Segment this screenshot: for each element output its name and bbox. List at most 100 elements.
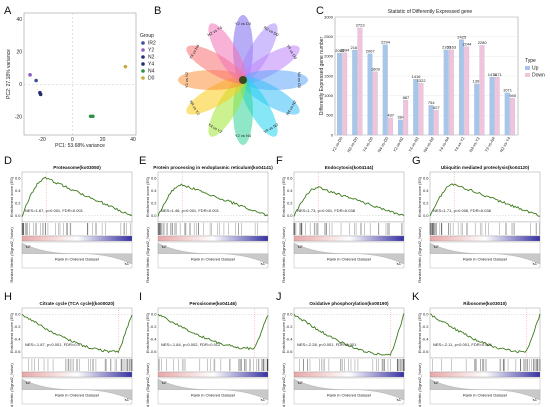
pca-legend-dot	[141, 76, 145, 80]
gsea-es-frame	[21, 307, 133, 359]
pca-legend-label: D0	[148, 76, 155, 82]
bar-up-n4-vs-n2	[428, 105, 434, 136]
gsea-es-ytick: -0.4	[14, 337, 22, 342]
bar-up-y2-vs-n4	[489, 77, 495, 136]
bar-up-n2-vs-d0	[352, 49, 358, 136]
gsea-neg-corner: 's1'	[124, 397, 130, 402]
gsea-xlabel: Rank in Ordered Dataset	[463, 257, 508, 262]
gsea-es-ytick: -0.4	[422, 337, 430, 342]
bar-down-n2-vs-y4	[509, 97, 515, 136]
pca-point-y4	[38, 92, 43, 97]
gsea-metric-ylabel: Ranked Metric (Signal2_Noise)	[9, 363, 14, 407]
bar-value-label: 2280	[478, 40, 488, 45]
gsea-metric-area	[21, 243, 133, 265]
gsea-es-ytick: -0.6	[286, 349, 294, 354]
gsea-es-ytick: 0.0	[15, 213, 21, 218]
gsea-es-ytick: 0.6	[15, 176, 21, 181]
venn-label: Y2 vs N4	[235, 133, 252, 138]
bar-category-label: Y2-vs-D0	[331, 135, 344, 153]
panel-label-a: A	[4, 5, 12, 17]
bar-category-label: N2-vs-Y4	[499, 135, 512, 153]
gsea-hits-frame	[429, 221, 541, 237]
gsea-es-ylabel: Enrichment score (ES)	[145, 176, 150, 217]
gsea-neg-corner: 's1'	[532, 261, 538, 266]
gsea-neg-corner: 's1'	[260, 261, 266, 266]
bar-up-y4-vs-y2	[459, 39, 464, 136]
gsea-stat: NES=-2.28, p<0.001, FDR<0.001	[297, 342, 357, 347]
panel-label-b: B	[154, 5, 161, 17]
pca-point-ir2	[34, 78, 38, 83]
gsea-hits-frame	[21, 221, 133, 237]
gsea-es-ylabel: Enrichment score (ES)	[417, 176, 422, 217]
pca-legend-label: N2	[148, 55, 155, 61]
gsea-stat: NES=1.67, p<0.001, FDR<0.001	[25, 208, 84, 213]
gsea-es-ylabel: Enrichment score (ES)	[145, 312, 150, 353]
panel-label-c: C	[316, 5, 324, 17]
bar-down-n2-vs-d0	[357, 27, 363, 136]
gsea-es-ytick: 0.2	[15, 201, 21, 206]
bar-value-label: 1471	[488, 72, 498, 77]
panel-label-e: E	[139, 155, 146, 167]
pca-xlabel: PC1: 53.68% variance	[55, 143, 105, 149]
bar-down-n4-vs-y2	[479, 45, 485, 136]
gsea-metric-area	[429, 243, 541, 265]
pca-legend-label: Y2	[148, 48, 154, 54]
gsea-panel-j: Oxidative phosphorylation(ko00190) Enrich…	[281, 301, 405, 407]
panel-label-h: H	[4, 291, 12, 303]
pca-xtick: 20	[100, 137, 106, 143]
gsea-pos-corner: 's2'	[161, 380, 167, 385]
venn-center	[239, 76, 247, 84]
bar-down-n4-vs-n2	[433, 110, 439, 136]
gsea-es-curve	[157, 183, 269, 217]
gsea-stat: NES=-1.84, p=0.002, FDR=0.012	[161, 342, 221, 347]
pca-xtick: 40	[130, 137, 136, 143]
bar-legend-label: Up	[532, 66, 539, 72]
gsea-pos-corner: 's2'	[297, 380, 303, 385]
bar-down-y2-vs-n4	[494, 77, 500, 136]
gsea-metric-area	[157, 243, 269, 265]
bar-value-label: 887	[403, 95, 410, 100]
gsea-es-ytick: 0.0	[423, 312, 429, 317]
gsea-title: Ribosome(ko03010)	[463, 301, 507, 306]
bar-value-label: 1322	[417, 78, 427, 83]
bar-value-label: 940	[509, 93, 516, 98]
gsea-title: Oxidative phosphorylation(ko00190)	[309, 301, 389, 306]
bar-category-label: Y4-vs-N2	[407, 135, 420, 153]
gsea-es-frame	[429, 307, 541, 359]
bar-value-label: 384	[397, 115, 404, 120]
bar-value-label: 2163	[447, 45, 457, 50]
pca-point-d0	[123, 64, 128, 69]
bar-up-n2-vs-y4	[504, 92, 510, 136]
gsea-metric-area	[429, 379, 541, 401]
bar-category-label: Y2-vs-N2	[392, 135, 405, 153]
gsea-es-ytick: 0.2	[287, 201, 293, 206]
pca-point-n4	[91, 114, 95, 119]
bar-ytick: 1000	[324, 93, 334, 98]
bar-ytick: 2000	[324, 54, 334, 59]
bar-ytick: 3000	[324, 14, 334, 19]
gsea-es-ytick: 0.4	[423, 188, 429, 193]
gsea-rank-gradient	[293, 235, 405, 242]
bar-down-y4-vs-n4	[448, 49, 454, 136]
gsea-es-ytick: -0.4	[150, 337, 158, 342]
gsea-es-ytick: -0.2	[150, 324, 158, 329]
gsea-panel-f: Endocytosis(ko04144) Enrichment score (ES…	[281, 165, 405, 283]
pca-legend-dot	[141, 69, 145, 73]
gsea-es-ytick: 0.0	[287, 213, 293, 218]
bar-value-label: 2294	[381, 40, 391, 45]
pca-ytick: 40	[16, 17, 22, 23]
bar-value-label: 1300	[473, 79, 483, 84]
gsea-es-curve	[21, 176, 133, 217]
gsea-es-ytick: 0.6	[151, 176, 157, 181]
gsea-title: Proteasome(ko03050)	[53, 165, 101, 170]
venn-label: Y2 vs D0	[235, 21, 252, 26]
gsea-xlabel: Rank in Ordered Dataset	[463, 393, 508, 398]
pca-legend-dot	[141, 48, 145, 52]
gsea-hits-frame	[157, 357, 269, 373]
gsea-panel-d: Proteasome(ko03050) Enrichment score (ES)…	[9, 165, 133, 283]
bar-value-label: 437	[387, 113, 394, 118]
gsea-pos-corner: 's2'	[161, 244, 167, 249]
gsea-rank-gradient	[157, 371, 269, 378]
bar-up-y2-vs-d0	[337, 52, 342, 136]
